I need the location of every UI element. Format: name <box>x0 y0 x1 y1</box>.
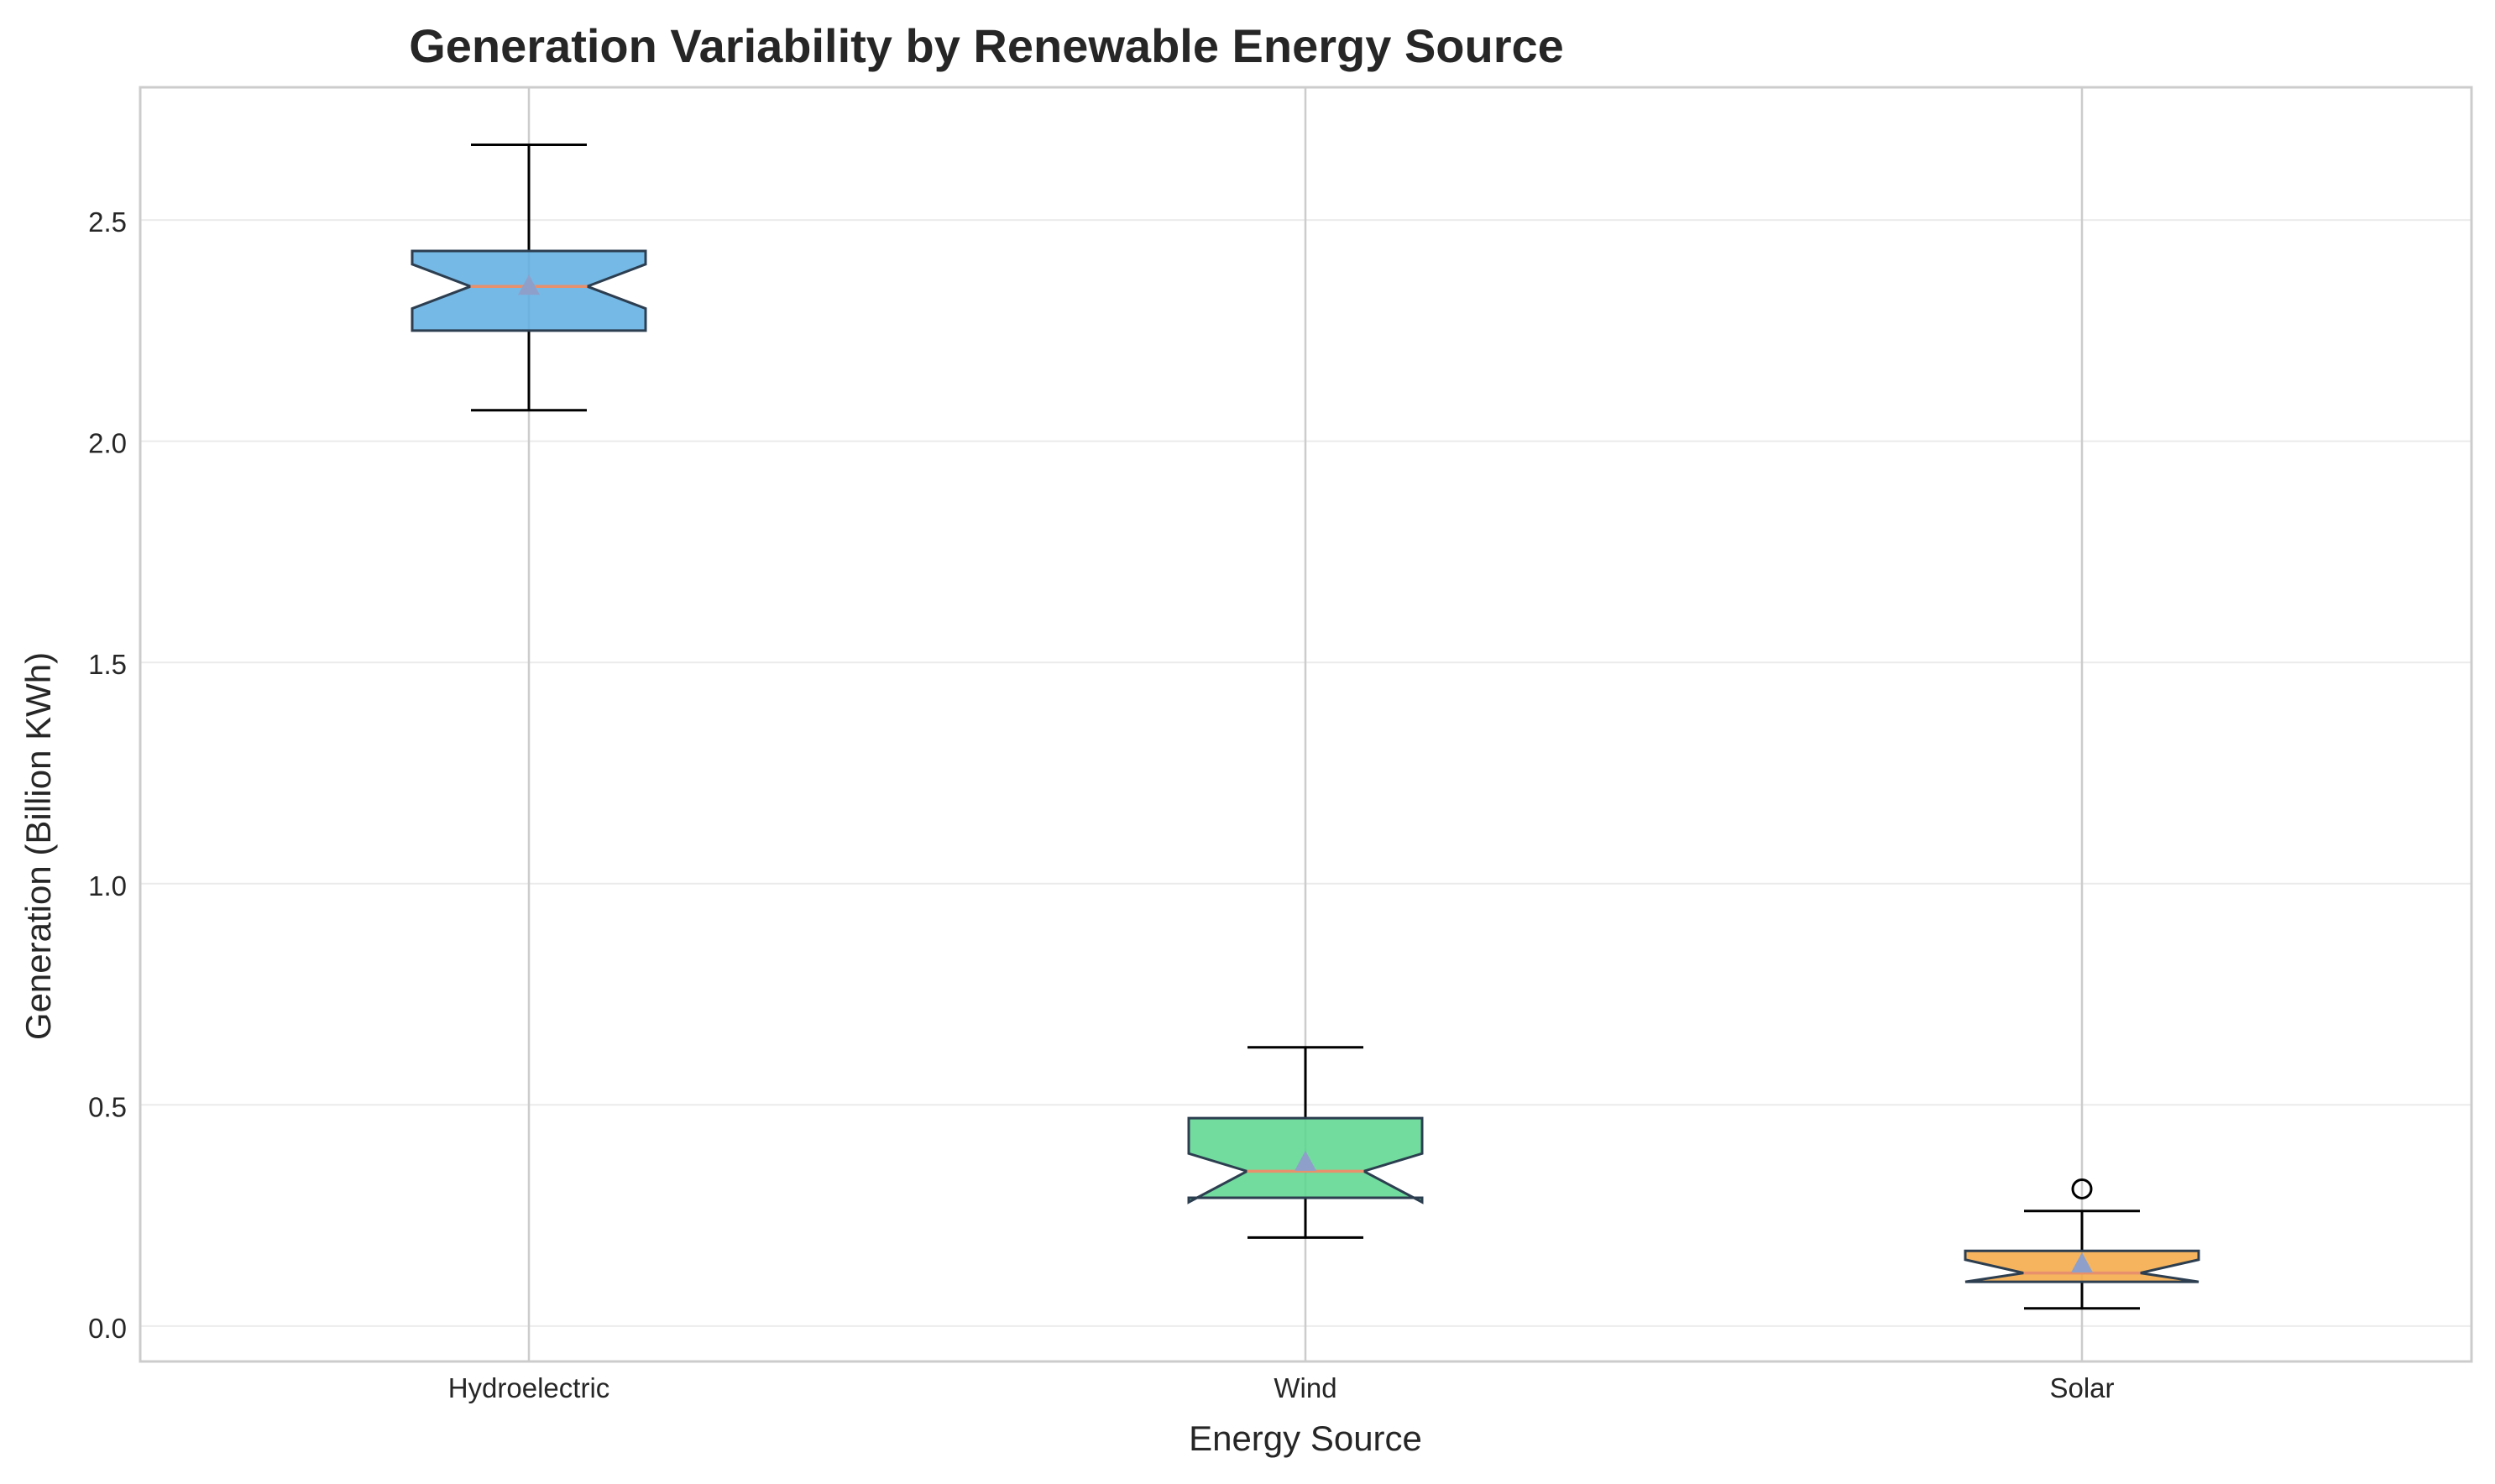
y-tick-label: 0.5 <box>88 1091 127 1122</box>
mean-marker <box>518 274 540 295</box>
y-tick-label: 2.0 <box>88 428 127 459</box>
y-tick-label: 0.0 <box>88 1313 127 1344</box>
chart-title: Generation Variability by Renewable Ener… <box>409 19 1564 72</box>
plot-frame <box>139 86 2473 1363</box>
y-tick-label: 1.5 <box>88 649 127 680</box>
y-axis-label: Generation (Billion KWh) <box>18 652 58 1040</box>
mean-marker <box>1295 1150 1316 1171</box>
box-hydroelectric <box>411 144 647 412</box>
outlier-point <box>2071 1178 2093 1199</box>
x-axis-label: Energy Source <box>1189 1419 1422 1458</box>
y-tick-label: 2.5 <box>88 206 127 238</box>
boxes <box>411 144 2200 1310</box>
mean-marker <box>2071 1252 2093 1273</box>
y-tick-label: 1.0 <box>88 870 127 901</box>
box-wind <box>1187 1046 1424 1239</box>
x-tick-label: Solar <box>2049 1372 2114 1403</box>
x-tick-label: Hydroelectric <box>448 1372 610 1403</box>
ticks: 0.0 0.5 1.0 1.5 2.0 2.5 Hydroelectric Wind Solar <box>88 206 2114 1403</box>
x-tick-label: Wind <box>1274 1372 1336 1403</box>
box-solar <box>1964 1178 2200 1310</box>
